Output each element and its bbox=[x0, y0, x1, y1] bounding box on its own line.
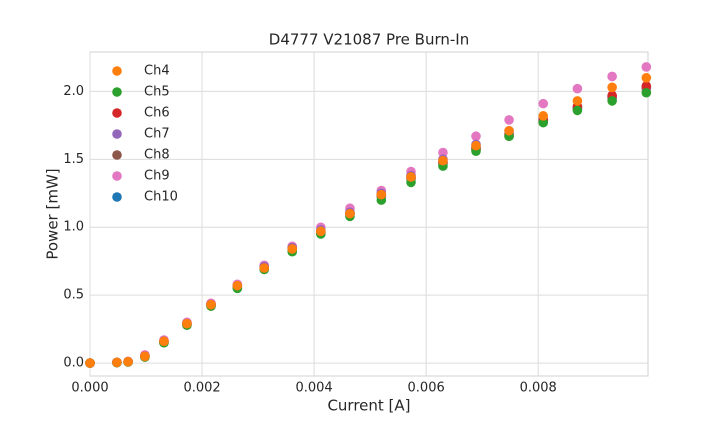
y-tick-label: 0.0 bbox=[63, 356, 84, 371]
data-point bbox=[376, 189, 387, 200]
data-point bbox=[641, 73, 652, 83]
data-point bbox=[345, 208, 355, 219]
y-tick-label: 1.0 bbox=[63, 220, 84, 235]
data-point bbox=[471, 140, 481, 151]
data-point bbox=[438, 155, 448, 166]
data-point bbox=[538, 117, 549, 128]
legend-label: Ch9 bbox=[144, 169, 170, 184]
legend-marker bbox=[112, 87, 122, 97]
data-point bbox=[182, 318, 192, 329]
data-point bbox=[504, 125, 514, 136]
legend-marker bbox=[112, 129, 122, 139]
data-point bbox=[123, 356, 133, 367]
plot-area bbox=[89, 51, 649, 377]
data-point bbox=[316, 226, 326, 237]
data-point bbox=[406, 172, 416, 182]
x-tick-label: 0.008 bbox=[520, 381, 557, 396]
data-point bbox=[471, 131, 481, 142]
legend-marker bbox=[112, 150, 122, 160]
data-point bbox=[607, 82, 617, 93]
data-point bbox=[641, 87, 652, 98]
data-point bbox=[85, 358, 95, 368]
x-tick-label: 0.006 bbox=[408, 381, 445, 396]
data-point bbox=[232, 280, 243, 291]
data-point bbox=[607, 71, 617, 82]
legend-label: Ch10 bbox=[144, 190, 178, 205]
data-point bbox=[140, 351, 150, 362]
data-point bbox=[641, 62, 652, 72]
x-tick-label: 0.004 bbox=[295, 381, 332, 396]
data-point bbox=[438, 147, 448, 158]
data-point bbox=[504, 115, 514, 125]
legend-label: Ch7 bbox=[144, 127, 170, 142]
data-point bbox=[538, 111, 549, 121]
chart-title: D4777 V21087 Pre Burn-In bbox=[269, 31, 469, 49]
data-point bbox=[641, 81, 652, 91]
legend-marker bbox=[112, 108, 122, 118]
data-point bbox=[572, 83, 583, 94]
data-point bbox=[538, 98, 549, 109]
legend-label: Ch4 bbox=[144, 64, 170, 79]
data-point bbox=[572, 105, 583, 116]
y-axis-label: Power [mW] bbox=[44, 168, 62, 259]
data-point bbox=[572, 96, 583, 106]
x-tick-label: 0.002 bbox=[183, 381, 220, 396]
x-axis-label: Current [A] bbox=[327, 397, 410, 415]
legend-label: Ch5 bbox=[144, 85, 170, 100]
legend-label: Ch8 bbox=[144, 148, 170, 163]
data-point bbox=[287, 244, 298, 254]
y-tick-label: 0.5 bbox=[63, 288, 84, 303]
data-point bbox=[206, 299, 216, 310]
data-point bbox=[112, 357, 122, 368]
x-tick-label: 0.000 bbox=[71, 381, 108, 396]
legend-marker bbox=[112, 171, 122, 181]
data-point bbox=[259, 263, 270, 273]
y-tick-label: 1.5 bbox=[63, 152, 84, 167]
legend-label: Ch6 bbox=[144, 106, 170, 121]
legend-marker bbox=[112, 66, 122, 76]
data-point bbox=[607, 96, 617, 106]
legend-marker bbox=[112, 192, 122, 202]
y-tick-label: 2.0 bbox=[63, 84, 84, 99]
data-point bbox=[159, 336, 169, 347]
